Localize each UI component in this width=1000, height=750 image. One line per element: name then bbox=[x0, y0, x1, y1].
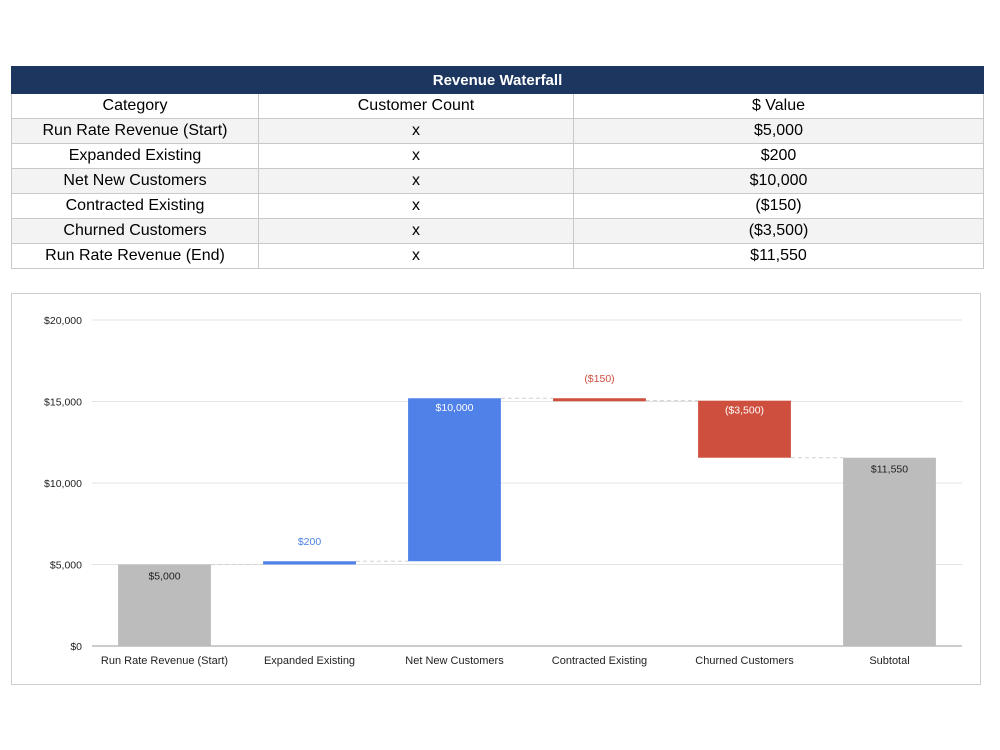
data-label: ($150) bbox=[584, 373, 614, 385]
category-cell: Expanded Existing bbox=[11, 143, 259, 169]
value-cell: $11,550 bbox=[573, 243, 984, 269]
revenue-waterfall-table: Revenue Waterfall Category Customer Coun… bbox=[11, 66, 984, 269]
value-cell: ($150) bbox=[573, 193, 984, 219]
y-tick-label: $5,000 bbox=[50, 560, 82, 572]
bar-increase bbox=[263, 561, 356, 565]
bar-total bbox=[118, 564, 211, 646]
bar-decrease bbox=[698, 400, 791, 458]
y-tick-label: $10,000 bbox=[44, 478, 82, 490]
data-label: $11,550 bbox=[871, 464, 908, 476]
table-row: Contracted Existing x ($150) bbox=[11, 193, 984, 219]
bar-increase bbox=[408, 398, 501, 562]
x-tick-label: Subtotal bbox=[869, 655, 909, 667]
x-tick-label: Net New Customers bbox=[405, 655, 504, 667]
customer-count-cell: x bbox=[258, 218, 574, 244]
category-cell: Churned Customers bbox=[11, 218, 259, 244]
category-cell: Net New Customers bbox=[11, 168, 259, 194]
customer-count-cell: x bbox=[258, 193, 574, 219]
value-cell: $200 bbox=[573, 143, 984, 169]
waterfall-chart: $5,000 $200 $10,000 ($150) ($3,500) $11,550 $… bbox=[44, 315, 962, 667]
table-header-row: Category Customer Count $ Value bbox=[11, 93, 984, 119]
table-row: Run Rate Revenue (Start) x $5,000 bbox=[11, 118, 984, 144]
waterfall-chart-panel: $5,000 $200 $10,000 ($150) ($3,500) $11,550 $… bbox=[11, 293, 981, 685]
y-axis-ticks: $0 $5,000 $10,000 $15,000 $20,000 bbox=[44, 315, 82, 653]
x-tick-label: Expanded Existing bbox=[264, 655, 355, 667]
table-row: Net New Customers x $10,000 bbox=[11, 168, 984, 194]
category-cell: Run Rate Revenue (End) bbox=[11, 243, 259, 269]
x-tick-label: Run Rate Revenue (Start) bbox=[101, 655, 228, 667]
y-tick-label: $20,000 bbox=[44, 315, 82, 327]
data-label: ($3,500) bbox=[725, 405, 764, 417]
y-tick-label: $0 bbox=[70, 641, 82, 653]
gridlines bbox=[92, 319, 962, 647]
customer-count-cell: x bbox=[258, 243, 574, 269]
table-row: Churned Customers x ($3,500) bbox=[11, 218, 984, 244]
bar-total bbox=[843, 457, 936, 646]
x-tick-label: Contracted Existing bbox=[552, 655, 647, 667]
category-cell: Run Rate Revenue (Start) bbox=[11, 118, 259, 144]
data-label: $5,000 bbox=[148, 571, 180, 583]
bar-decrease bbox=[553, 398, 646, 402]
table-row: Expanded Existing x $200 bbox=[11, 143, 984, 169]
customer-count-cell: x bbox=[258, 118, 574, 144]
column-header-category: Category bbox=[11, 93, 259, 119]
table-row: Run Rate Revenue (End) x $11,550 bbox=[11, 243, 984, 269]
bars bbox=[118, 398, 936, 646]
connector-lines bbox=[210, 397, 844, 565]
data-label: $200 bbox=[298, 536, 322, 548]
y-tick-label: $15,000 bbox=[44, 397, 82, 409]
customer-count-cell: x bbox=[258, 143, 574, 169]
value-cell: $5,000 bbox=[573, 118, 984, 144]
value-cell: ($3,500) bbox=[573, 218, 984, 244]
customer-count-cell: x bbox=[258, 168, 574, 194]
data-label: $10,000 bbox=[436, 402, 474, 414]
category-cell: Contracted Existing bbox=[11, 193, 259, 219]
value-cell: $10,000 bbox=[573, 168, 984, 194]
column-header-value: $ Value bbox=[573, 93, 984, 119]
table-title: Revenue Waterfall bbox=[11, 66, 984, 94]
data-labels: $5,000 $200 $10,000 ($150) ($3,500) $11,550 bbox=[148, 373, 908, 582]
x-axis-ticks: Run Rate Revenue (Start) Expanded Existin… bbox=[101, 655, 910, 667]
column-header-customer-count: Customer Count bbox=[258, 93, 574, 119]
x-tick-label: Churned Customers bbox=[695, 655, 794, 667]
